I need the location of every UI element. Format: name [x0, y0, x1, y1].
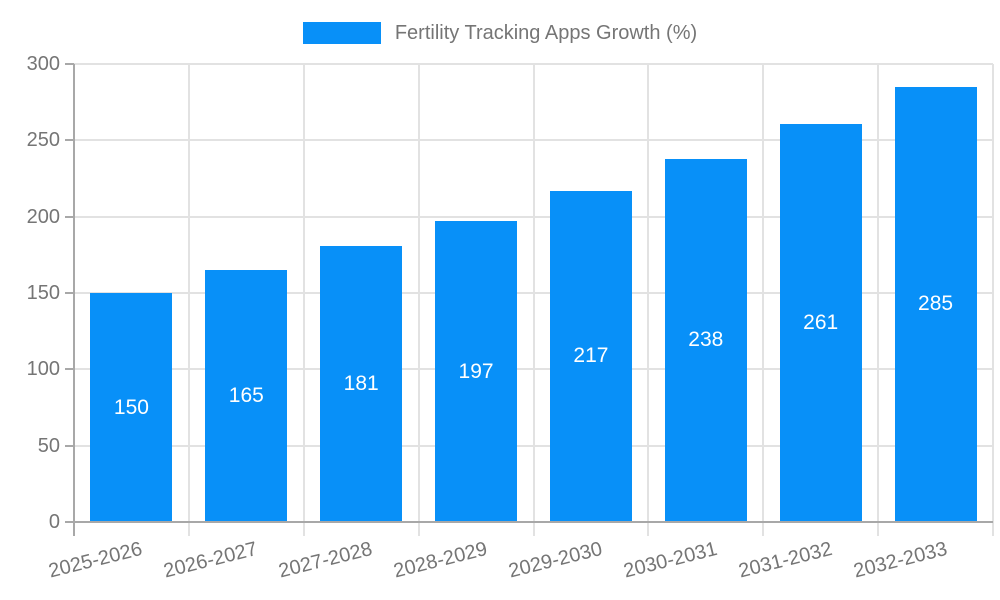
y-tick-mark — [65, 368, 74, 371]
x-gridline — [532, 64, 535, 536]
bar[interactable]: 285 — [894, 86, 977, 522]
y-tick-mark — [65, 63, 74, 65]
y-tick-label: 0 — [48, 511, 60, 533]
y-tick-mark — [65, 292, 74, 294]
x-axis-line — [65, 521, 993, 523]
bar-value-label: 238 — [688, 328, 724, 352]
y-tick-mark — [65, 139, 74, 142]
x-gridline — [417, 64, 420, 536]
bar[interactable]: 217 — [549, 190, 632, 522]
y-tick-label: 150 — [26, 282, 60, 304]
y-tick-mark — [65, 215, 74, 218]
y-tick-label: 200 — [26, 205, 60, 228]
bar-value-label: 150 — [113, 395, 149, 419]
bar-value-label: 261 — [803, 310, 839, 334]
bar[interactable]: 165 — [205, 270, 288, 522]
bar-value-label: 285 — [918, 292, 954, 316]
bar[interactable]: 238 — [664, 158, 747, 522]
x-gridline — [992, 64, 994, 536]
bar-value-label: 197 — [458, 359, 494, 383]
y-tick-label: 50 — [37, 434, 60, 457]
x-gridline — [762, 64, 765, 536]
bar-value-label: 165 — [228, 384, 264, 408]
legend-swatch-icon — [302, 22, 381, 44]
x-gridline — [877, 64, 880, 536]
y-tick-label: 100 — [26, 358, 60, 381]
y-tick-mark — [65, 444, 74, 447]
legend-label: Fertility Tracking Apps Growth (%) — [394, 21, 698, 44]
x-gridline — [647, 64, 650, 536]
bar-value-label: 217 — [573, 344, 609, 368]
y-tick-label: 250 — [26, 129, 60, 152]
bar-value-label: 181 — [343, 371, 379, 395]
bar[interactable]: 261 — [779, 123, 862, 522]
bar[interactable]: 197 — [435, 221, 518, 522]
y-tick-label: 300 — [26, 53, 60, 75]
y-axis-line — [73, 64, 75, 536]
x-gridline — [302, 64, 305, 536]
chart-legend: Fertility Tracking Apps Growth (%) — [0, 20, 1000, 46]
bar[interactable]: 181 — [320, 245, 403, 522]
x-gridline — [187, 64, 190, 536]
bar[interactable]: 150 — [90, 293, 173, 522]
